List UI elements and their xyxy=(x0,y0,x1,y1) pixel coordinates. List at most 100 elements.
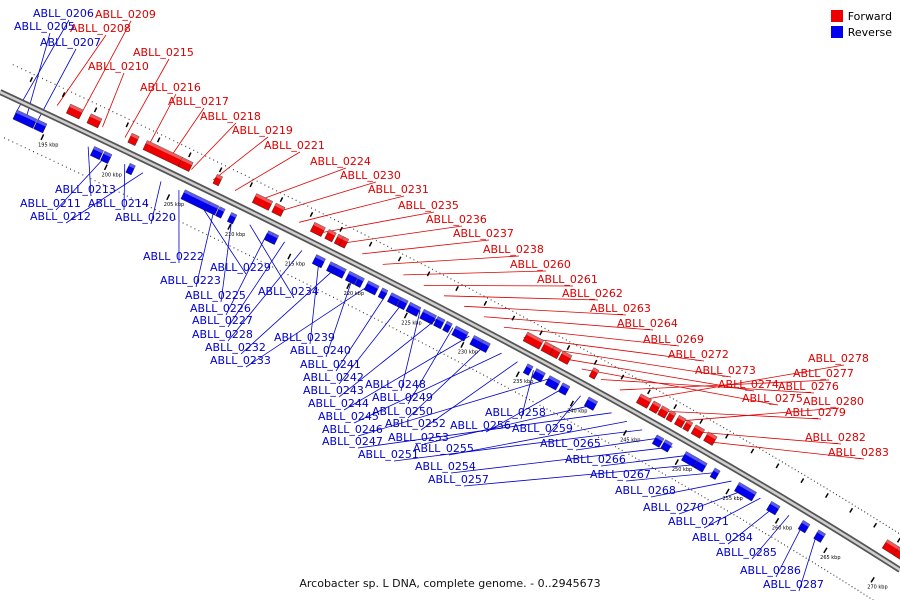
reverse-gene-label[interactable]: ABLL_0270 xyxy=(643,501,704,514)
reverse-gene[interactable] xyxy=(33,119,48,134)
reverse-gene-label[interactable]: ABLL_0286 xyxy=(740,564,801,577)
reverse-gene-label[interactable]: ABLL_0243 xyxy=(303,384,364,397)
reverse-gene[interactable] xyxy=(651,434,665,448)
forward-gene-label[interactable]: ABLL_0275 xyxy=(742,392,803,405)
reverse-gene-label[interactable]: ABLL_0211 xyxy=(20,197,81,210)
forward-gene[interactable] xyxy=(66,103,84,120)
reverse-gene-label[interactable]: ABLL_0251 xyxy=(358,448,419,461)
reverse-gene-label[interactable]: ABLL_0287 xyxy=(763,578,824,591)
reverse-gene-label[interactable]: ABLL_0271 xyxy=(668,515,729,528)
forward-gene[interactable] xyxy=(682,419,694,432)
forward-gene-label[interactable]: ABLL_0261 xyxy=(537,273,598,286)
reverse-gene-label[interactable]: ABLL_0240 xyxy=(290,344,351,357)
reverse-gene-label[interactable]: ABLL_0207 xyxy=(40,36,101,49)
reverse-gene-label[interactable]: ABLL_0242 xyxy=(303,371,364,384)
reverse-gene[interactable] xyxy=(442,320,453,333)
forward-gene[interactable] xyxy=(703,431,718,446)
reverse-gene-label[interactable]: ABLL_0213 xyxy=(55,183,116,196)
reverse-gene-label[interactable]: ABLL_0266 xyxy=(565,453,626,466)
reverse-gene-label[interactable]: ABLL_0265 xyxy=(540,437,601,450)
reverse-gene-label[interactable]: ABLL_0254 xyxy=(415,460,476,473)
forward-gene-label[interactable]: ABLL_0208 xyxy=(70,22,131,35)
reverse-gene[interactable] xyxy=(205,201,220,216)
forward-gene[interactable] xyxy=(635,393,652,409)
reverse-gene-label[interactable]: ABLL_0256 xyxy=(450,419,511,432)
reverse-gene[interactable] xyxy=(268,232,280,245)
reverse-gene-label[interactable]: ABLL_0258 xyxy=(485,406,546,419)
reverse-gene-label[interactable]: ABLL_0228 xyxy=(192,328,253,341)
reverse-gene[interactable] xyxy=(522,363,534,376)
reverse-gene-label[interactable]: ABLL_0244 xyxy=(308,397,369,410)
forward-gene-label[interactable]: ABLL_0231 xyxy=(368,183,429,196)
reverse-gene-label[interactable]: ABLL_0222 xyxy=(143,250,204,263)
reverse-gene-label[interactable]: ABLL_0250 xyxy=(372,405,433,418)
forward-gene[interactable] xyxy=(588,367,600,380)
reverse-gene-label[interactable]: ABLL_0220 xyxy=(115,211,176,224)
reverse-gene-label[interactable]: ABLL_0267 xyxy=(590,468,651,481)
reverse-gene-label[interactable]: ABLL_0245 xyxy=(318,410,379,423)
reverse-gene[interactable] xyxy=(660,439,673,453)
reverse-gene[interactable] xyxy=(681,451,699,468)
forward-gene-label[interactable]: ABLL_0215 xyxy=(133,46,194,59)
forward-gene-label[interactable]: ABLL_0274 xyxy=(718,378,779,391)
reverse-gene[interactable] xyxy=(215,206,226,219)
reverse-gene[interactable] xyxy=(89,146,104,160)
reverse-gene-label[interactable]: ABLL_0214 xyxy=(88,197,149,210)
reverse-gene[interactable] xyxy=(734,482,757,502)
reverse-gene[interactable] xyxy=(433,316,446,330)
reverse-gene-label[interactable]: ABLL_0241 xyxy=(300,358,361,371)
forward-gene[interactable] xyxy=(657,405,670,419)
forward-gene[interactable] xyxy=(648,400,662,414)
reverse-gene[interactable] xyxy=(330,263,347,279)
reverse-gene[interactable] xyxy=(693,458,708,473)
reverse-gene[interactable] xyxy=(797,520,811,534)
forward-gene-label[interactable]: ABLL_0218 xyxy=(200,110,261,123)
reverse-gene[interactable] xyxy=(344,270,359,285)
forward-gene-label[interactable]: ABLL_0238 xyxy=(483,243,544,256)
forward-gene-label[interactable]: ABLL_0278 xyxy=(808,352,869,365)
forward-gene[interactable] xyxy=(690,424,705,439)
reverse-gene[interactable] xyxy=(12,109,38,129)
reverse-gene[interactable] xyxy=(354,275,365,288)
forward-gene-label[interactable]: ABLL_0216 xyxy=(140,81,201,94)
reverse-gene[interactable] xyxy=(363,280,380,296)
forward-gene[interactable] xyxy=(338,236,350,249)
forward-gene-label[interactable]: ABLL_0276 xyxy=(778,380,839,393)
reverse-gene[interactable] xyxy=(583,396,599,411)
reverse-gene-label[interactable]: ABLL_0225 xyxy=(185,289,246,302)
reverse-gene-label[interactable]: ABLL_0206 xyxy=(33,7,94,20)
reverse-gene[interactable] xyxy=(451,325,469,342)
reverse-gene[interactable] xyxy=(531,368,546,383)
forward-gene-label[interactable]: ABLL_0219 xyxy=(232,124,293,137)
reverse-gene-label[interactable]: ABLL_0247 xyxy=(322,435,383,448)
forward-gene[interactable] xyxy=(86,113,103,129)
forward-gene-label[interactable]: ABLL_0273 xyxy=(695,364,756,377)
forward-gene-label[interactable]: ABLL_0277 xyxy=(793,367,854,380)
forward-gene-label[interactable]: ABLL_0260 xyxy=(510,258,571,271)
reverse-gene-label[interactable]: ABLL_0268 xyxy=(615,484,676,497)
reverse-gene-label[interactable]: ABLL_0232 xyxy=(205,341,266,354)
reverse-gene-label[interactable]: ABLL_0205 xyxy=(14,20,75,33)
forward-gene[interactable] xyxy=(549,345,562,360)
forward-gene-label[interactable]: ABLL_0235 xyxy=(398,199,459,212)
reverse-gene-label[interactable]: ABLL_0239 xyxy=(274,331,335,344)
reverse-gene[interactable] xyxy=(766,501,781,516)
forward-gene[interactable] xyxy=(540,341,555,356)
reverse-gene[interactable] xyxy=(813,529,826,543)
forward-gene[interactable] xyxy=(558,350,573,365)
reverse-gene[interactable] xyxy=(377,287,389,300)
reverse-gene[interactable] xyxy=(544,375,561,391)
forward-gene[interactable] xyxy=(127,132,140,146)
forward-gene-label[interactable]: ABLL_0217 xyxy=(168,95,229,108)
reverse-gene-label[interactable]: ABLL_0255 xyxy=(413,442,474,455)
forward-gene[interactable] xyxy=(522,331,544,350)
reverse-gene[interactable] xyxy=(125,163,136,176)
reverse-gene-label[interactable]: ABLL_0233 xyxy=(210,354,271,367)
forward-gene-label[interactable]: ABLL_0280 xyxy=(803,395,864,408)
reverse-gene-label[interactable]: ABLL_0227 xyxy=(192,314,253,327)
forward-gene-label[interactable]: ABLL_0269 xyxy=(643,333,704,346)
reverse-gene[interactable] xyxy=(387,292,402,307)
forward-gene-label[interactable]: ABLL_0230 xyxy=(340,169,401,182)
reverse-gene-label[interactable]: ABLL_0259 xyxy=(512,422,573,435)
reverse-gene-label[interactable]: ABLL_0226 xyxy=(190,302,251,315)
